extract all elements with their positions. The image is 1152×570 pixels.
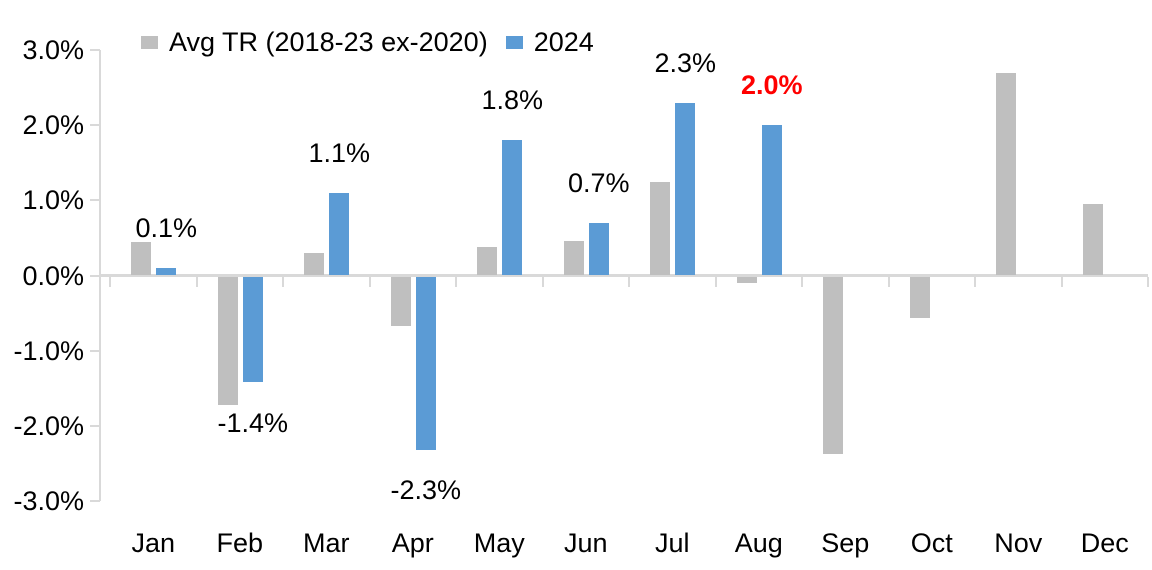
bar-2024-mar — [329, 192, 350, 276]
bar-avg-jul — [650, 181, 671, 276]
x-axis-tick — [974, 277, 976, 287]
x-axis-label-nov: Nov — [994, 528, 1043, 558]
legend-label-2024: 2024 — [533, 27, 594, 57]
bar-avg-jan — [131, 241, 152, 276]
x-axis-tick — [541, 277, 544, 287]
x-axis-label-jun: Jun — [563, 528, 608, 558]
x-axis-tick — [628, 277, 630, 287]
legend-swatch-avg-tr — [141, 36, 158, 49]
bar-2024-jul — [675, 102, 696, 276]
bar-avg-feb — [217, 277, 238, 405]
y-axis-tick-label: -2.0% — [13, 410, 84, 441]
bar-2024-jun — [588, 222, 609, 276]
bar-2024-jan — [156, 267, 177, 276]
y-axis-tick-label: 3.0% — [22, 35, 84, 65]
y-axis-tick — [90, 49, 100, 51]
legend-label-avg-tr: Avg TR (2018-23 ex-2020) — [169, 27, 488, 57]
legend-item-avg-tr: Avg TR (2018-23 ex-2020) — [141, 29, 488, 56]
bar-avg-oct — [909, 277, 930, 319]
bar-avg-nov — [996, 72, 1017, 276]
data-label-2024-jun: 0.7% — [567, 167, 630, 198]
x-axis-label-jul: Jul — [654, 528, 690, 558]
x-axis-tick — [1147, 277, 1149, 287]
x-axis-label-feb: Feb — [216, 528, 264, 558]
data-label-2024-jul: 2.3% — [654, 47, 717, 78]
data-label-2024-jan: 0.1% — [135, 212, 198, 243]
y-axis-tick-label: -3.0% — [13, 486, 84, 516]
y-axis-tick-label: 1.0% — [22, 185, 84, 216]
bar-avg-apr — [390, 277, 411, 326]
bar-avg-sep — [823, 277, 844, 454]
x-axis-label-may: May — [473, 528, 525, 558]
x-axis-tick — [109, 277, 111, 287]
x-axis-tick — [368, 277, 371, 287]
data-label-2024-may: 1.8% — [481, 85, 544, 116]
y-axis-tick — [90, 274, 100, 277]
x-axis-label-jan: Jan — [131, 528, 176, 558]
y-axis-tick — [90, 124, 100, 127]
bar-avg-may — [477, 246, 498, 276]
legend: Avg TR (2018-23 ex-2020) 2024 — [141, 29, 594, 56]
y-axis-tick-label: 2.0% — [22, 110, 84, 141]
y-axis-tick — [90, 349, 100, 352]
x-axis-label-oct: Oct — [910, 528, 953, 558]
bar-2024-may — [502, 140, 523, 276]
data-label-2024-aug: 2.0% — [740, 70, 803, 101]
y-axis-tick-label: 0.0% — [22, 260, 84, 291]
bar-avg-aug — [736, 277, 757, 283]
x-axis-tick — [714, 277, 717, 287]
x-axis-tick — [1060, 277, 1063, 287]
x-axis-tick — [195, 277, 198, 287]
x-axis-label-aug: Aug — [734, 528, 783, 558]
y-axis-tick — [90, 500, 100, 502]
x-axis-tick — [282, 277, 284, 287]
bar-avg-jun — [563, 240, 584, 276]
legend-swatch-2024 — [505, 36, 523, 49]
data-label-2024-apr: -2.3% — [390, 475, 462, 506]
bar-2024-feb — [242, 277, 263, 383]
bar-2024-aug — [761, 125, 782, 276]
bar-2024-apr — [415, 277, 436, 450]
x-axis-zero-line — [100, 274, 1148, 277]
x-axis-label-apr: Apr — [391, 528, 434, 558]
bar-avg-mar — [304, 252, 325, 276]
y-axis-tick-label: -1.0% — [13, 335, 84, 366]
y-axis-tick — [90, 199, 100, 202]
y-axis-tick — [90, 424, 100, 427]
x-axis-label-dec: Dec — [1080, 528, 1129, 558]
x-axis-tick — [455, 277, 457, 287]
x-axis-tick — [801, 277, 803, 287]
x-axis-label-mar: Mar — [303, 528, 350, 558]
data-label-2024-feb: -1.4% — [217, 407, 289, 438]
x-axis-label-sep: Sep — [821, 528, 870, 558]
data-label-2024-mar: 1.1% — [308, 137, 371, 168]
x-axis-tick — [887, 277, 890, 287]
legend-item-2024: 2024 — [505, 27, 594, 57]
bar-avg-dec — [1082, 204, 1103, 276]
